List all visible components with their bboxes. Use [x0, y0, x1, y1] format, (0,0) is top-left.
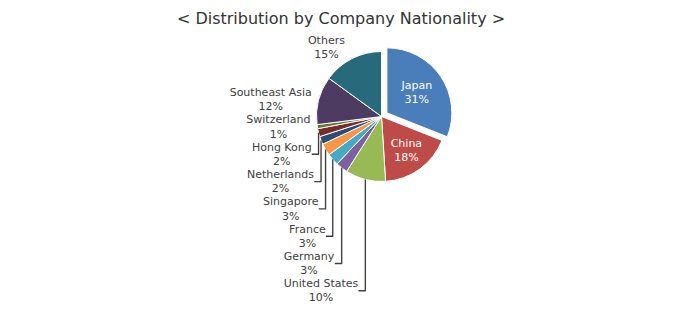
svg-text:< Distribution by Company Nati: < Distribution by Company Nationality >	[177, 9, 505, 28]
svg-text:Japan31%: Japan31%	[400, 79, 432, 106]
svg-text:Singapore3%: Singapore3%	[263, 195, 319, 222]
svg-text:France3%: France3%	[289, 223, 326, 250]
svg-text:Netherlands2%: Netherlands2%	[247, 168, 314, 195]
svg-text:Switzerland1%: Switzerland1%	[246, 113, 310, 140]
svg-text:United States10%: United States10%	[284, 277, 359, 304]
svg-text:China18%: China18%	[391, 137, 422, 164]
svg-text:Germany3%: Germany3%	[284, 250, 335, 277]
svg-text:Hong Kong2%: Hong Kong2%	[252, 141, 312, 168]
svg-text:Others15%: Others15%	[308, 34, 345, 61]
svg-text:Southeast Asia12%: Southeast Asia12%	[230, 86, 312, 113]
